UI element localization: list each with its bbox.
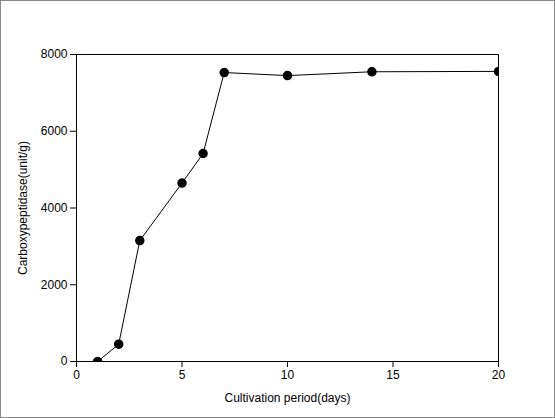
svg-text:4000: 4000 [41,201,68,215]
svg-text:15: 15 [386,368,400,382]
svg-text:20: 20 [492,368,506,382]
svg-text:2000: 2000 [41,278,68,292]
svg-text:8000: 8000 [41,47,68,61]
svg-text:Cultivation period(days): Cultivation period(days) [224,391,350,405]
svg-text:10: 10 [281,368,295,382]
svg-text:0: 0 [61,354,68,368]
svg-text:0: 0 [73,368,80,382]
svg-text:5: 5 [179,368,186,382]
svg-text:Carboxypeptidase(unit/g): Carboxypeptidase(unit/g) [16,141,30,275]
svg-text:6000: 6000 [41,124,68,138]
